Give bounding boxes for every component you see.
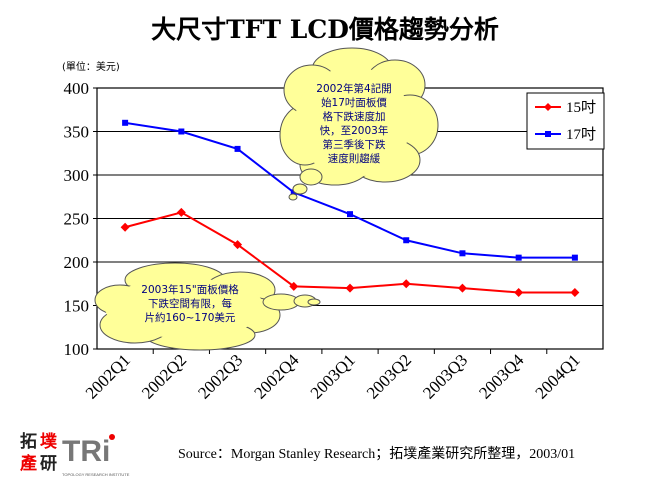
data-point: [347, 211, 353, 218]
data-point: [290, 189, 297, 196]
svg-text:研: 研: [40, 454, 57, 474]
data-point: [234, 145, 241, 152]
y-tick-label: 350: [64, 123, 90, 142]
callout-line: 下跌空間有限，每: [148, 297, 232, 310]
callout-line: 2002年第4記開: [316, 82, 391, 95]
callout-17inch: 2002年第4記開 始17吋面板價 格下跌速度加 快，至2003年 第三季後下跌…: [279, 47, 439, 201]
y-tick-label: 400: [64, 79, 90, 98]
x-tick-label: 2002Q3: [194, 350, 246, 402]
x-tick-label: 2003Q2: [363, 350, 415, 402]
data-point: [178, 128, 185, 135]
x-tick-label: 2003Q1: [307, 350, 359, 402]
callout-line: 第三季後下跌: [323, 138, 386, 151]
x-tick-label: 2004Q1: [532, 350, 584, 402]
y-tick-label: 100: [64, 340, 90, 359]
legend-label-15: 15吋: [566, 99, 596, 116]
x-axis: 2002Q1 2002Q2 2002Q3 2002Q4 2003Q1 2003Q2 2003…: [82, 349, 584, 403]
x-tick-label: 2003Q4: [475, 350, 528, 403]
data-point: [233, 240, 243, 250]
diamond-marker-icon: [544, 103, 552, 111]
data-point: [515, 254, 522, 261]
svg-text:TRi: TRi: [62, 435, 110, 468]
callout-line: 片約160~170美元: [145, 311, 236, 324]
callout-line: 格下跌速度加: [323, 110, 386, 123]
data-point: [514, 287, 524, 297]
data-point: [459, 250, 466, 257]
svg-text:產: 產: [20, 453, 37, 474]
logo-subtitle: TOPOLOGY RESEARCH INSTITUTE: [62, 472, 130, 477]
data-point: [571, 254, 578, 261]
x-tick-label: 2003Q3: [419, 350, 471, 402]
tri-logo: 拓 墣 產 研 TRi TOPOLOGY RESEARCH INSTITUTE: [20, 432, 130, 477]
callout-line: 始17吋面板價: [321, 96, 387, 109]
data-point: [289, 281, 299, 291]
svg-text:拓: 拓: [20, 432, 37, 452]
x-tick-label: 2002Q2: [138, 350, 190, 402]
callout-line: 快，至2003年: [320, 124, 389, 137]
y-tick-label: 300: [64, 166, 90, 185]
data-point: [120, 222, 130, 232]
callout-15inch: 2003年15"面板價格 下跌空間有限，每 片約160~170美元: [94, 262, 321, 351]
legend: 15吋 17吋: [526, 92, 605, 150]
unit-label: (單位：美元): [62, 60, 120, 73]
callout-line: 2003年15"面板價格: [141, 283, 239, 296]
data-point: [570, 287, 580, 297]
x-tick-label: 2002Q4: [250, 350, 303, 403]
x-tick-label: 2002Q1: [82, 350, 134, 402]
chart-title: 大尺寸TFT LCD價格趨勢分析: [151, 15, 499, 44]
svg-text:墣: 墣: [40, 432, 57, 452]
series: [120, 119, 580, 297]
square-marker-icon: [545, 131, 551, 137]
callout-line: 速度則趨緩: [328, 152, 381, 165]
y-tick-label: 150: [64, 297, 90, 316]
y-axis: 100 150 200 250 300 350 400: [64, 79, 97, 359]
data-point: [345, 283, 355, 293]
data-point: [176, 207, 186, 217]
data-point: [457, 283, 467, 293]
data-point: [122, 119, 129, 126]
data-point: [401, 279, 411, 289]
legend-label-17: 17吋: [566, 126, 596, 143]
source-note: Source：Morgan Stanley Research；拓墣產業研究所整理…: [178, 445, 575, 462]
data-point: [403, 237, 410, 244]
y-tick-label: 250: [64, 210, 90, 229]
y-tick-label: 200: [64, 253, 90, 272]
